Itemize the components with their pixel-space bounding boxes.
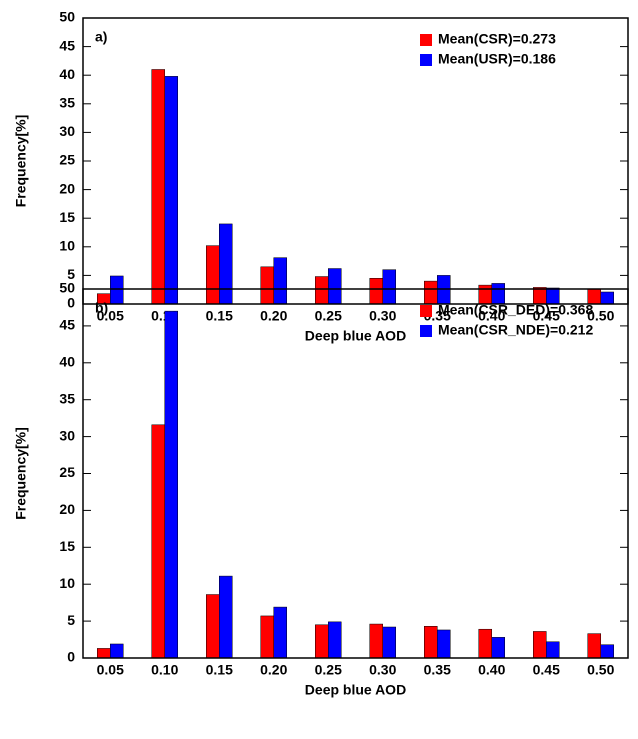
x-tick-label: 0.30 [369, 308, 396, 324]
bar [437, 629, 451, 659]
y-tick-label: 0 [67, 295, 75, 311]
bar [260, 266, 274, 305]
bar [151, 424, 165, 659]
plot-frame [82, 17, 629, 305]
x-tick-label: 0.20 [260, 308, 287, 324]
legend-swatch [420, 54, 432, 66]
x-tick-label: 0.15 [206, 308, 233, 324]
bar [206, 594, 220, 659]
bar [97, 648, 111, 659]
x-tick-label: 0.10 [151, 662, 178, 678]
bar [382, 626, 396, 659]
bar [164, 76, 178, 305]
bar [219, 575, 233, 659]
y-tick-label: 5 [67, 266, 75, 282]
x-tick-label: 0.30 [369, 662, 396, 678]
x-tick-label: 0.40 [478, 662, 505, 678]
y-tick-label: 15 [59, 538, 75, 554]
bar [328, 268, 342, 305]
x-axis-title: Deep blue AOD [305, 682, 406, 698]
y-tick-label: 45 [59, 317, 75, 333]
legend-label: Mean(USR)=0.186 [438, 51, 556, 67]
bar [273, 257, 287, 305]
y-tick-label: 10 [59, 238, 75, 254]
y-tick-label: 35 [59, 95, 75, 111]
x-tick-label: 0.50 [587, 308, 614, 324]
y-tick-label: 45 [59, 37, 75, 53]
legend-label: Mean(CSR_NDE)=0.212 [438, 322, 593, 338]
y-tick-label: 30 [59, 123, 75, 139]
bar [369, 623, 383, 659]
x-tick-label: 0.45 [533, 308, 560, 324]
y-tick-label: 25 [59, 152, 75, 168]
y-tick-label: 50 [59, 280, 75, 296]
bar [600, 644, 614, 659]
y-tick-label: 5 [67, 612, 75, 628]
x-tick-label: 0.15 [206, 662, 233, 678]
bar [273, 606, 287, 659]
bar [600, 291, 614, 305]
y-tick-label: 15 [59, 209, 75, 225]
bar [315, 276, 329, 305]
bar [328, 621, 342, 659]
bar [491, 637, 505, 659]
x-tick-label: 0.25 [315, 662, 342, 678]
y-tick-label: 0 [67, 649, 75, 665]
bar [110, 643, 124, 659]
bar [424, 280, 438, 305]
bar [206, 245, 220, 305]
bar [151, 69, 165, 305]
panel-label: b) [95, 300, 108, 316]
bar [164, 310, 178, 659]
x-tick-label: 0.20 [260, 662, 287, 678]
y-tick-label: 50 [59, 9, 75, 25]
legend-swatch [420, 34, 432, 46]
x-tick-label: 0.40 [478, 308, 505, 324]
y-tick-label: 30 [59, 427, 75, 443]
y-axis-title: Frequency[%] [13, 115, 29, 208]
y-tick-label: 35 [59, 390, 75, 406]
x-axis-title: Deep blue AOD [305, 328, 406, 344]
x-tick-label: 0.25 [315, 308, 342, 324]
plot-frame [82, 288, 629, 659]
bar [546, 641, 560, 659]
bar [587, 633, 601, 659]
legend-label: Mean(CSR_DED)=0.368 [438, 302, 593, 318]
panel-label: a) [95, 29, 107, 45]
bar [260, 615, 274, 659]
bar [315, 624, 329, 659]
bar [533, 631, 547, 659]
x-tick-label: 0.35 [424, 662, 451, 678]
bar [424, 626, 438, 659]
bar [369, 278, 383, 305]
bar [478, 628, 492, 659]
x-tick-label: 0.45 [533, 662, 560, 678]
bar [382, 269, 396, 305]
y-tick-label: 10 [59, 575, 75, 591]
y-axis-title: Frequency[%] [13, 427, 29, 520]
legend-label: Mean(CSR)=0.273 [438, 31, 556, 47]
x-tick-label: 0.05 [97, 662, 124, 678]
x-tick-label: 0.50 [587, 662, 614, 678]
y-tick-label: 25 [59, 464, 75, 480]
bar [110, 275, 124, 305]
x-tick-label: 0.05 [97, 308, 124, 324]
y-tick-label: 40 [59, 66, 75, 82]
y-tick-label: 20 [59, 180, 75, 196]
y-tick-label: 20 [59, 501, 75, 517]
y-tick-label: 40 [59, 354, 75, 370]
bar [219, 223, 233, 305]
legend-swatch [420, 305, 432, 317]
legend-swatch [420, 325, 432, 337]
